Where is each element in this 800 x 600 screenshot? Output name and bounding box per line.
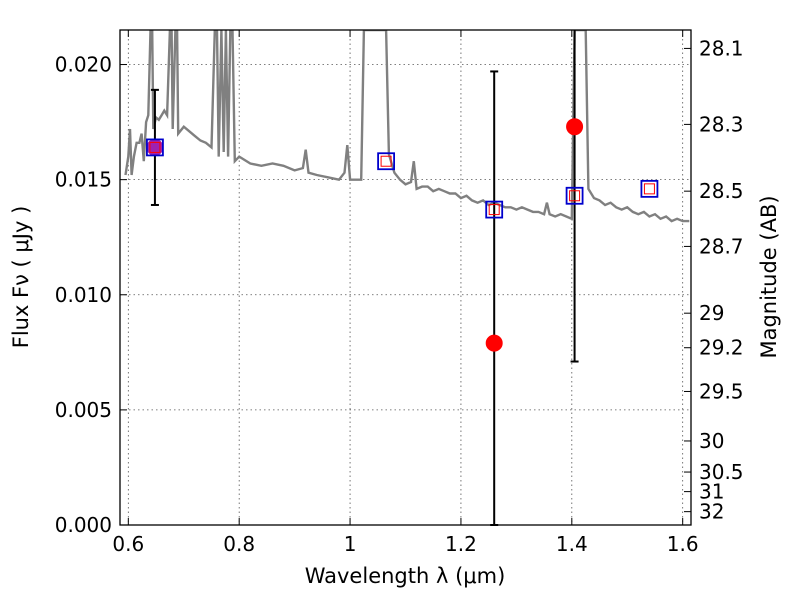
grid-lines — [120, 30, 691, 526]
right-tick-label: 28.7 — [699, 234, 744, 258]
synthetic-point-inner — [488, 204, 500, 216]
right-tick-label: 28.3 — [699, 112, 744, 136]
x-tick-label: 0.8 — [223, 532, 255, 556]
y-tick-label: 0.010 — [55, 283, 112, 307]
synthetic-point — [377, 152, 395, 171]
synthetic-point — [146, 138, 164, 157]
synthetic-point — [485, 200, 504, 219]
right-tick-label: 30.5 — [699, 460, 744, 484]
y-tick-labels: 0.000 0.005 0.010 0.015 0.020 — [55, 53, 112, 537]
right-tick-label: 28.5 — [699, 179, 744, 203]
right-tick-label: 29.5 — [699, 379, 744, 403]
model-spectrum-layer — [124, 30, 690, 223]
y-tick-label: 0.020 — [55, 53, 112, 77]
observed-points-layer — [146, 118, 584, 352]
x-tick-label: 1 — [344, 532, 357, 556]
synthetic-point — [640, 179, 659, 198]
x-tick-labels: 0.6 0.8 1 1.2 1.4 1.6 — [112, 532, 698, 556]
synthetic-point-inner — [380, 155, 392, 167]
right-tick-label: 28.1 — [699, 36, 744, 60]
model-spectrum-line — [124, 30, 690, 223]
right-tick-label: 29.2 — [699, 336, 744, 360]
y-axis-label: Flux Fν ( μJy ) — [9, 206, 33, 349]
x-tick-label: 1.6 — [667, 532, 699, 556]
x-tick-label: 1.4 — [556, 532, 588, 556]
synthetic-point-inner — [643, 183, 655, 195]
observed-point — [566, 118, 584, 136]
axis-ticks — [120, 30, 691, 526]
y-tick-label: 0.015 — [55, 168, 112, 192]
right-tick-label: 32 — [699, 500, 724, 524]
synthetic-point-inner — [149, 141, 161, 153]
synthetic-points-layer — [146, 138, 659, 219]
plot-frame — [119, 29, 692, 526]
error-bars-layer — [150, 30, 579, 526]
x-axis-label: Wavelength λ (μm) — [305, 564, 506, 588]
y-tick-label: 0.005 — [55, 398, 112, 422]
right-axis-label: Magnitude (AB) — [757, 195, 781, 358]
right-tick-label: 29 — [699, 301, 724, 325]
synthetic-point — [565, 186, 584, 205]
right-tick-label: 30 — [699, 429, 724, 453]
observed-point — [485, 334, 503, 352]
observed-point — [146, 138, 164, 156]
x-tick-label: 1.2 — [445, 532, 477, 556]
x-tick-label: 0.6 — [112, 532, 144, 556]
right-tick-label: 31 — [699, 480, 724, 504]
y-tick-label: 0.000 — [55, 513, 112, 537]
synthetic-point-inner — [569, 190, 581, 202]
